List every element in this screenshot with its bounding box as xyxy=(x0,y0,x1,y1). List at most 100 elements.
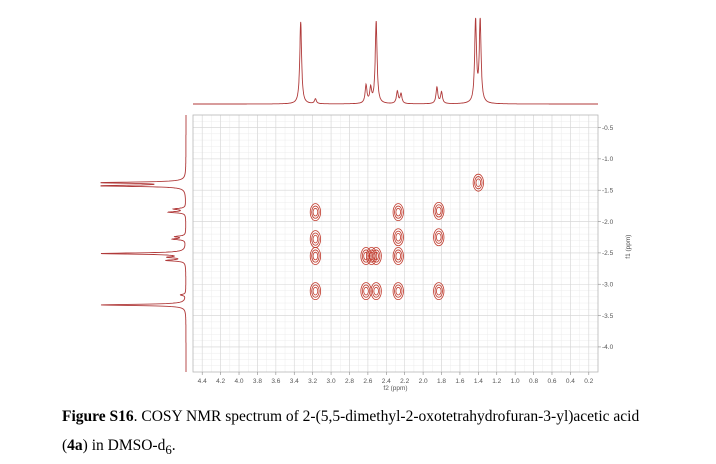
x-tick-label: 2.0 xyxy=(419,378,428,385)
contour-ring xyxy=(312,251,319,261)
contour-ring xyxy=(363,286,369,296)
contour-ring xyxy=(394,284,403,298)
caption-solvent: ) in DMSO-d xyxy=(82,437,166,454)
contour-ring xyxy=(370,247,382,265)
cross-peak xyxy=(433,228,445,247)
x-tick-label: 0.6 xyxy=(547,378,556,385)
contour-ring xyxy=(436,286,442,296)
x-axis-label: f2 (ppm) xyxy=(383,385,407,392)
cross-peak xyxy=(309,203,322,222)
contour-ring xyxy=(312,234,319,244)
x-tick-label: 3.0 xyxy=(327,378,336,385)
x-tick-label: 1.2 xyxy=(492,378,501,385)
contour-ring xyxy=(361,249,371,263)
contour-ring xyxy=(370,282,382,301)
contour-ring xyxy=(367,249,376,263)
contour-ring xyxy=(394,230,403,244)
contour-ring xyxy=(433,282,445,301)
cross-peak xyxy=(392,228,404,247)
contour-ring xyxy=(311,249,320,263)
x-tick-label: 1.0 xyxy=(511,378,520,385)
x-axis-ticks: 4.4 4.2 4.0 3.8 3.6 3.4 3.2 3.0 2.8 2.6 2.4 2.2 2.0 1… xyxy=(198,372,594,385)
caption-subscript: 6 xyxy=(165,442,172,458)
y-tick-label: -2.0 xyxy=(602,219,614,226)
x-tick-label: 2.8 xyxy=(345,378,354,385)
cross-peak xyxy=(433,282,445,301)
cross-peak xyxy=(360,282,372,301)
cosy-nmr-chart: 4.4 4.2 4.0 3.8 3.6 3.4 3.2 3.0 2.8 2.6 2.4 2.2 2.0 1… xyxy=(100,17,632,392)
contour-ring xyxy=(309,282,322,301)
contour-ring xyxy=(395,207,402,217)
x-tick-label: 4.0 xyxy=(234,378,243,385)
x-tick-label: 0.2 xyxy=(584,378,593,385)
contour-ring xyxy=(311,232,320,246)
y-tick-label: -4.0 xyxy=(602,344,614,351)
contour-ring xyxy=(372,249,381,263)
caption-compound-id: 4a xyxy=(67,437,83,454)
y-tick-label: -0.5 xyxy=(602,125,614,132)
contour-ring xyxy=(373,251,379,261)
caption-text: . COSY NMR spectrum of 2-(5,5-dimethyl-2… xyxy=(133,408,640,425)
y-tick-label: -1.0 xyxy=(602,156,614,163)
x-tick-label: 3.2 xyxy=(308,378,317,385)
contour-ring xyxy=(312,207,319,217)
cross-peak xyxy=(309,247,322,265)
x-tick-label: 1.6 xyxy=(455,378,464,385)
caption-tail: . xyxy=(171,437,176,454)
contour-ring xyxy=(433,202,445,220)
cross-peak xyxy=(392,203,404,222)
contour-ring xyxy=(395,286,402,296)
contour-ring xyxy=(434,284,443,298)
contour-ring xyxy=(392,247,404,265)
contour-ring xyxy=(475,178,482,187)
f1-projection-spectrum xyxy=(100,115,187,372)
x-tick-label: 1.4 xyxy=(474,378,483,385)
cross-peak xyxy=(309,282,322,301)
contour-ring xyxy=(436,206,442,216)
contour-ring xyxy=(365,247,378,265)
contour-ring xyxy=(311,205,320,219)
contour-ring xyxy=(394,249,403,263)
contour-ring xyxy=(433,228,445,247)
x-tick-label: 0.8 xyxy=(529,378,538,385)
x-tick-label: 0.4 xyxy=(566,378,575,385)
contour-ring xyxy=(392,203,404,222)
caption-label: Figure S16 xyxy=(62,408,134,425)
cross-peaks xyxy=(309,173,484,301)
y-axis-label: f1 (ppm) xyxy=(625,235,632,259)
f2-projection-spectrum xyxy=(193,17,598,105)
contour-ring xyxy=(394,205,403,219)
figure-caption: Figure S16. COSY NMR spectrum of 2-(5,5-… xyxy=(62,402,702,464)
x-tick-label: 4.4 xyxy=(198,378,207,385)
cross-peak xyxy=(433,202,445,220)
contour-ring xyxy=(392,282,404,301)
caption-compound-open: ( xyxy=(62,437,68,454)
y-tick-label: -3.5 xyxy=(602,313,614,320)
cross-peak xyxy=(392,282,404,301)
contour-ring xyxy=(311,284,320,298)
cross-peak xyxy=(472,173,484,192)
cross-peak xyxy=(309,230,322,249)
y-tick-label: -1.5 xyxy=(602,188,614,195)
x-tick-label: 3.6 xyxy=(271,378,280,385)
contour-ring xyxy=(474,176,483,190)
contour-ring xyxy=(309,247,322,265)
cross-peak xyxy=(370,282,382,301)
contour-ring xyxy=(372,284,381,298)
x-tick-label: 2.4 xyxy=(382,378,391,385)
cross-peak xyxy=(370,247,382,265)
contour-ring xyxy=(434,230,443,244)
contour-ring xyxy=(395,233,402,242)
contour-ring xyxy=(392,228,404,247)
contour-ring xyxy=(395,251,402,261)
contour-ring xyxy=(436,233,442,242)
plot-grid xyxy=(192,114,599,373)
x-tick-label: 1.8 xyxy=(437,378,446,385)
y-axis-ticks: -0.5 -1.0 -1.5 -2.0 -2.5 -3.0 -3.5 -4.0 xyxy=(598,125,614,351)
contour-ring xyxy=(472,173,484,192)
contour-ring xyxy=(309,203,322,222)
contour-ring xyxy=(373,286,379,296)
x-tick-label: 4.2 xyxy=(216,378,225,385)
contour-ring xyxy=(363,251,369,261)
x-tick-label: 3.8 xyxy=(253,378,262,385)
